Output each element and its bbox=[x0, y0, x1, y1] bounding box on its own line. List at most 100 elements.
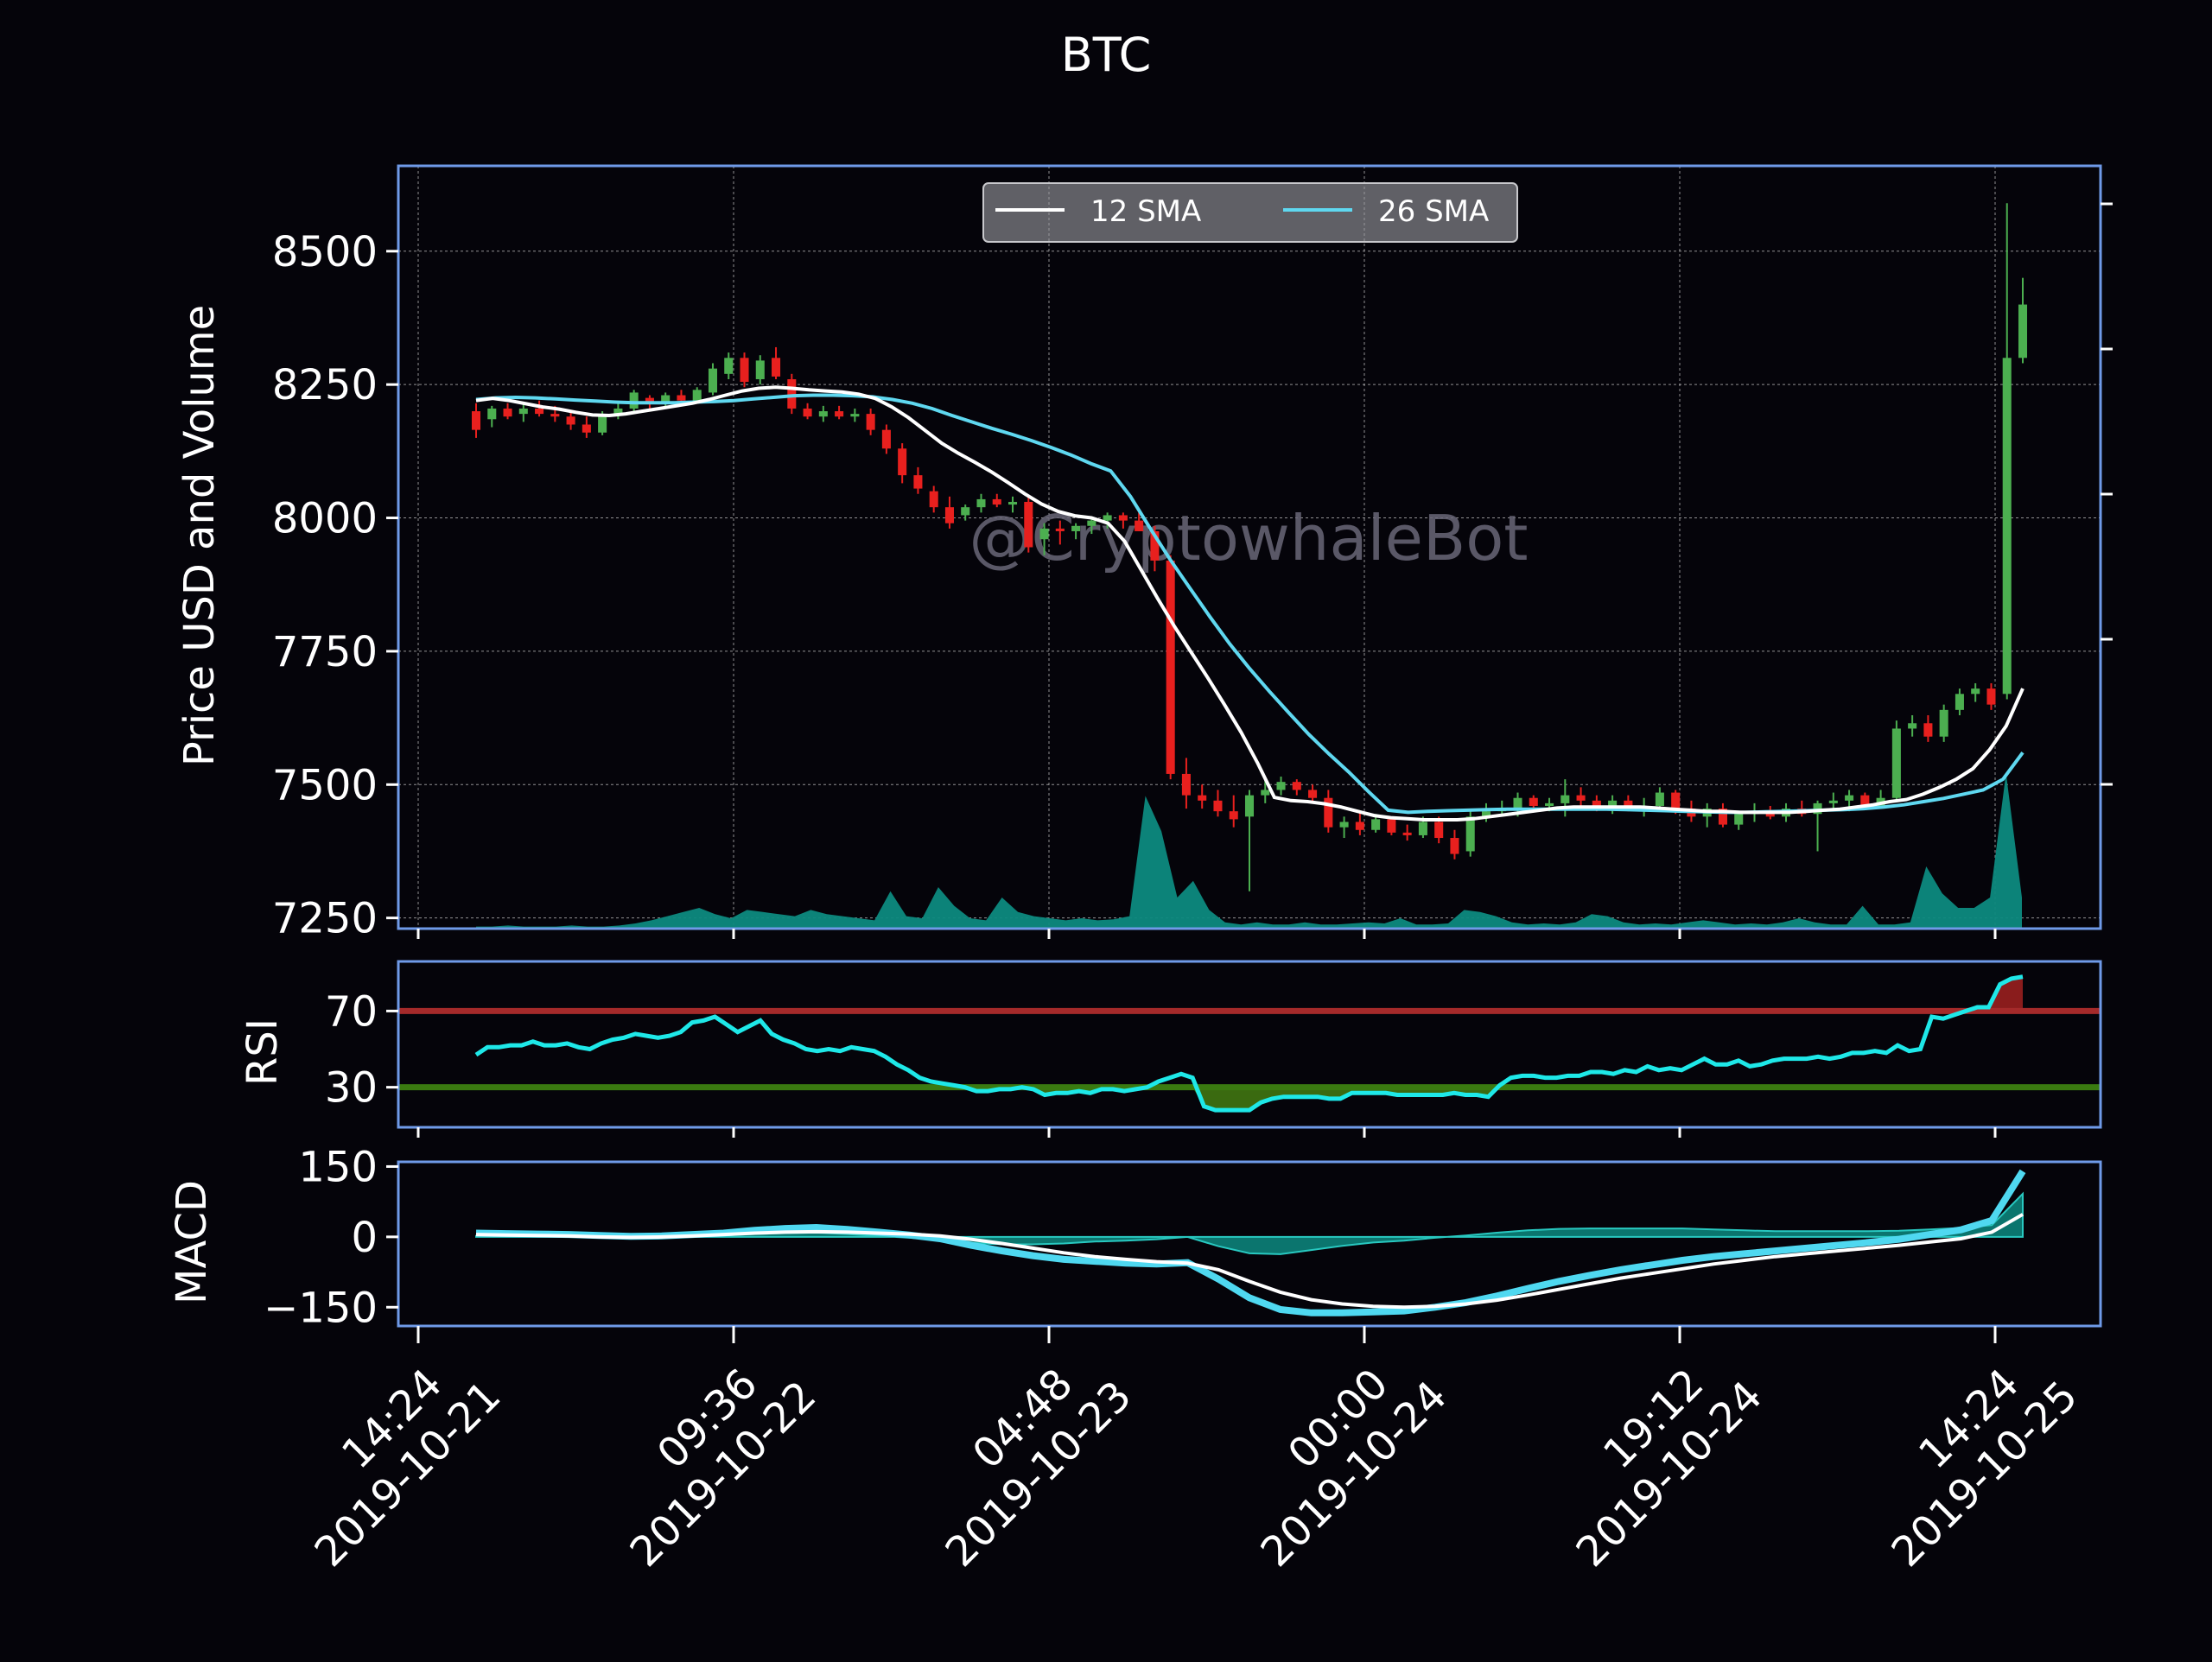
candle-body-9 bbox=[613, 408, 623, 415]
candle-80 bbox=[1734, 811, 1744, 830]
candle-body-47 bbox=[1213, 800, 1223, 812]
candle-45 bbox=[1181, 758, 1191, 809]
candle-body-13 bbox=[677, 395, 686, 401]
candle-body-60 bbox=[1418, 821, 1427, 835]
candle-body-93 bbox=[1939, 709, 1948, 737]
macd-ytick-label-0: 150 bbox=[298, 1143, 378, 1191]
price-y-axis: 7250 7500 7750 8000 8250 8500 bbox=[272, 164, 2113, 943]
candle-body-97 bbox=[2002, 358, 2012, 695]
legend-box bbox=[982, 182, 1518, 243]
candle-29 bbox=[929, 485, 938, 513]
candle-body-87 bbox=[1845, 795, 1854, 801]
candle-body-26 bbox=[881, 429, 891, 449]
candle-46 bbox=[1198, 784, 1207, 809]
macd-frame bbox=[397, 1160, 2102, 1328]
candle-24 bbox=[850, 408, 860, 422]
candle-body-53 bbox=[1308, 790, 1318, 798]
candle-body-54 bbox=[1324, 797, 1333, 828]
candle-96 bbox=[1986, 682, 1996, 710]
candle-body-41 bbox=[1118, 515, 1128, 521]
candle-52 bbox=[1292, 779, 1301, 796]
candle-body-1 bbox=[487, 408, 497, 420]
candle-62 bbox=[1450, 829, 1459, 860]
candle-26 bbox=[881, 424, 891, 454]
candle-body-42 bbox=[1135, 520, 1144, 531]
candle-10 bbox=[629, 390, 639, 412]
candle-body-75 bbox=[1655, 792, 1664, 806]
price-ytick-label-2: 7750 bbox=[272, 628, 378, 676]
candle-0 bbox=[471, 403, 481, 438]
candle-53 bbox=[1308, 784, 1318, 803]
candle-body-38 bbox=[1071, 525, 1081, 531]
price-frame bbox=[397, 164, 2102, 930]
candle-18 bbox=[755, 355, 765, 385]
candle-90 bbox=[1891, 720, 1901, 801]
candle-34 bbox=[1007, 496, 1018, 513]
volume-area-shape bbox=[476, 773, 2022, 929]
candle-42 bbox=[1135, 512, 1144, 531]
candle-body-52 bbox=[1292, 782, 1301, 790]
candle-body-25 bbox=[866, 414, 875, 430]
candle-body-61 bbox=[1434, 821, 1444, 839]
candle-4 bbox=[535, 400, 544, 417]
candle-body-11 bbox=[645, 397, 654, 403]
candle-body-24 bbox=[850, 414, 860, 417]
legend-entry-sma26: 26 SMA bbox=[1378, 194, 1489, 229]
candle-body-31 bbox=[961, 507, 970, 516]
candle-51 bbox=[1276, 777, 1286, 796]
candle-body-59 bbox=[1402, 832, 1412, 835]
candle-body-36 bbox=[1039, 528, 1049, 540]
sma12-line bbox=[475, 385, 2024, 821]
candle-body-20 bbox=[787, 378, 797, 409]
candle-95 bbox=[1971, 682, 1980, 702]
candle-44 bbox=[1166, 555, 1175, 780]
rsi-y-label: RSI bbox=[238, 1018, 287, 1086]
candle-70 bbox=[1576, 787, 1586, 809]
candle-58 bbox=[1387, 816, 1396, 835]
candle-59 bbox=[1402, 824, 1412, 841]
price-ytick-label-0: 7250 bbox=[272, 895, 378, 943]
candle-body-18 bbox=[755, 360, 765, 379]
candle-22 bbox=[818, 405, 828, 422]
candle-body-49 bbox=[1244, 795, 1255, 817]
candle-54 bbox=[1324, 790, 1333, 833]
candle-body-33 bbox=[992, 498, 1001, 505]
candle-47 bbox=[1213, 790, 1223, 817]
candle-41 bbox=[1118, 512, 1128, 529]
watermark: @CryptowhaleBot bbox=[969, 502, 1528, 574]
price-ytick-label-1: 7500 bbox=[272, 761, 378, 809]
candle-25 bbox=[866, 408, 875, 435]
candle-body-58 bbox=[1387, 819, 1396, 833]
candle-body-72 bbox=[1608, 800, 1618, 806]
candle-body-12 bbox=[661, 395, 671, 403]
candle-body-46 bbox=[1198, 795, 1207, 801]
candle-16 bbox=[724, 352, 734, 379]
candle-body-55 bbox=[1339, 821, 1349, 828]
rsi-oversold-fill bbox=[476, 1087, 2023, 1111]
candle-body-32 bbox=[976, 498, 986, 508]
candle-body-92 bbox=[1923, 723, 1933, 737]
candle-body-90 bbox=[1891, 728, 1901, 798]
candle-94 bbox=[1955, 688, 1964, 716]
candle-2 bbox=[503, 403, 512, 420]
candle-body-16 bbox=[724, 358, 734, 374]
candle-48 bbox=[1229, 795, 1238, 828]
candle-3 bbox=[518, 403, 528, 422]
candle-97 bbox=[2002, 203, 2012, 700]
candle-body-86 bbox=[1828, 800, 1838, 803]
candle-body-23 bbox=[835, 411, 844, 417]
chart-title: BTC bbox=[1061, 28, 1152, 82]
candle-body-57 bbox=[1371, 819, 1381, 830]
candle-28 bbox=[913, 466, 923, 494]
candle-body-88 bbox=[1860, 795, 1870, 806]
candle-body-40 bbox=[1103, 515, 1112, 521]
candle-38 bbox=[1071, 523, 1081, 540]
macd-signal-line bbox=[475, 1213, 2024, 1310]
candle-body-19 bbox=[772, 358, 781, 377]
candle-body-51 bbox=[1276, 782, 1286, 790]
candle-body-48 bbox=[1229, 811, 1238, 820]
rsi-frame bbox=[397, 960, 2102, 1129]
candle-7 bbox=[582, 416, 591, 438]
